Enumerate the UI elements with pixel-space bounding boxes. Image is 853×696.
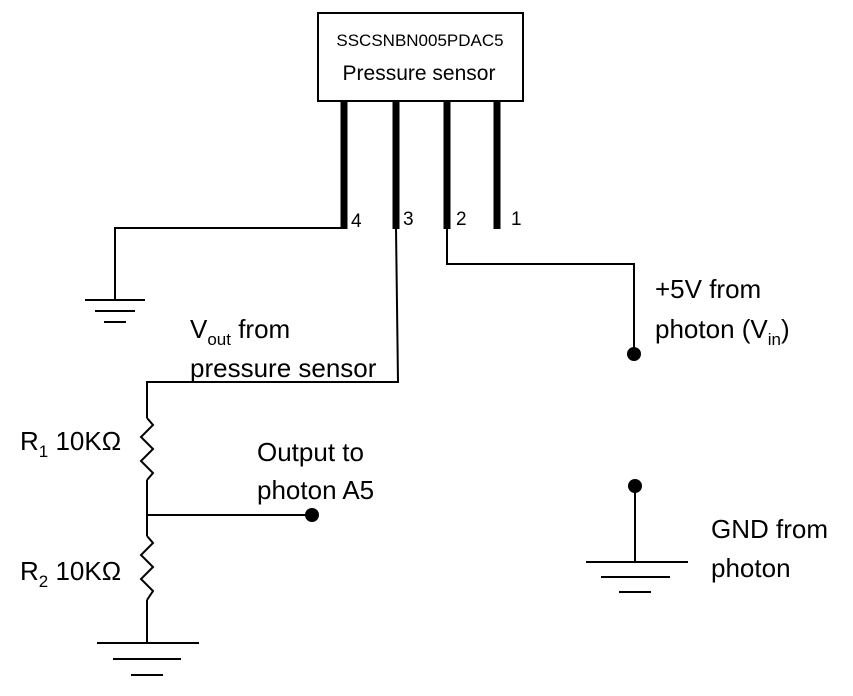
wire-pin3-vout <box>146 227 400 418</box>
pin-4-label: 4 <box>351 211 362 232</box>
gnd-label-line1: GND from <box>711 514 828 544</box>
pin-1-label: 1 <box>511 209 522 230</box>
resistor-r2 <box>139 535 155 601</box>
pin4-ground-wire <box>85 227 344 323</box>
vin-wire <box>446 228 641 361</box>
vin-terminal-dot <box>627 347 641 361</box>
vout-wire <box>146 227 400 418</box>
sensor-body <box>317 12 524 102</box>
sensor-part-number: SSCSNBN005PDAC5 <box>336 31 503 50</box>
output-label-line1: Output to <box>257 437 364 467</box>
vout-label-line2: pressure sensor <box>190 353 377 383</box>
wire-pin2-vin <box>446 228 635 353</box>
sensor-title: Pressure sensor <box>343 62 496 85</box>
pressure-sensor-component: SSCSNBN005PDAC5 Pressure sensor <box>317 12 524 102</box>
wire-pin4-ground <box>114 227 344 300</box>
pin-3-label: 3 <box>403 209 414 230</box>
gnd-label-line2: photon <box>711 553 791 583</box>
r1-label: R1 10KΩ <box>20 426 121 461</box>
vout-label-line1: Vout from <box>190 314 290 349</box>
resistor-divider <box>97 417 319 676</box>
output-terminal-dot <box>305 508 319 522</box>
resistor-r1 <box>139 417 155 481</box>
pin-2-label: 2 <box>456 209 467 230</box>
photon-ground <box>586 479 688 593</box>
vin-label-line2: photon (Vin) <box>655 314 790 349</box>
r2-label: R2 10KΩ <box>20 556 121 591</box>
vin-label-line1: +5V from <box>655 274 761 304</box>
output-label-line2: photon A5 <box>257 475 374 505</box>
sensor-pins: 4 3 2 1 <box>340 101 522 232</box>
